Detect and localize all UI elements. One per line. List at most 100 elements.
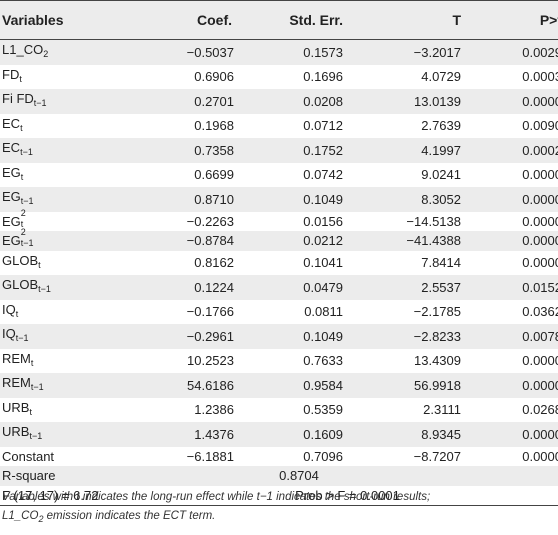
std-err-cell: 0.7096 <box>234 446 343 466</box>
variable-name: REMt−1 <box>0 373 137 398</box>
variable-subscript: t−1 <box>29 431 43 441</box>
coef-cell: 0.6699 <box>137 162 234 187</box>
p-value-cell: 0.0000 <box>461 231 558 251</box>
coef-cell: −0.8784 <box>137 231 234 251</box>
variable-name: Constant <box>0 446 137 466</box>
std-err-cell: 0.0742 <box>234 162 343 187</box>
variable-name: GLOBt−1 <box>0 275 137 300</box>
variable-name: Fi FDt−1 <box>0 89 137 114</box>
variable-name: ECt−1 <box>0 138 137 163</box>
t-stat-cell: −41.4388 <box>343 231 461 251</box>
t-stat-cell: 2.3111 <box>343 397 461 422</box>
t-stat-cell: 8.3052 <box>343 187 461 212</box>
table-body: L1_CO2−0.50370.1573−3.20170.0029FDt0.690… <box>0 39 558 506</box>
variable-base: EG <box>2 164 21 180</box>
t-stat-cell: −14.5138 <box>343 211 461 231</box>
variable-subscript: t <box>29 406 32 417</box>
std-err-cell: 0.5359 <box>234 397 343 422</box>
variable-name: ECt <box>0 113 137 138</box>
p-value-cell: 0.0362 <box>461 299 558 324</box>
variable-base: IQ <box>2 326 16 341</box>
variable-base: URB <box>2 399 30 415</box>
p-value-cell: 0.0000 <box>461 446 558 466</box>
coef-cell: −0.2263 <box>137 211 234 231</box>
variable-superscript: 2 <box>20 207 26 218</box>
p-value-cell: 0.0003 <box>461 64 558 89</box>
t-stat-cell: 4.0729 <box>343 64 461 89</box>
t-stat-cell: 2.5537 <box>343 275 461 300</box>
rsquare-label: R-square <box>0 466 137 486</box>
variable-base: URB <box>2 424 30 439</box>
t-stat-cell: 4.1997 <box>343 138 461 163</box>
f-stat-row: F (17, 17) = 6.72 Prob > F = 0.0001 <box>0 485 558 506</box>
variable-subscript: t <box>15 308 19 319</box>
rsquare-row: R-square 0.8704 <box>0 466 558 486</box>
footnote-line-1: Variables with t indicates the long-run … <box>2 491 431 503</box>
p-value-cell: 0.0000 <box>461 373 558 398</box>
variable-base: EG <box>2 233 21 248</box>
coef-cell: 1.2386 <box>137 397 234 422</box>
std-err-cell: 0.1049 <box>234 187 343 212</box>
coef-cell: −6.1881 <box>137 446 234 466</box>
t-stat-cell: −8.7207 <box>343 446 461 466</box>
std-err-cell: 0.1609 <box>234 422 343 447</box>
std-err-cell: 0.1049 <box>234 324 343 349</box>
variable-base: L1_CO <box>2 42 44 57</box>
variable-base: GLOB <box>2 252 39 268</box>
variable-base: FD <box>2 66 20 82</box>
p-value-cell: 0.0002 <box>461 138 558 163</box>
std-err-cell: 0.0156 <box>234 211 343 231</box>
t-stat-cell: 8.9345 <box>343 422 461 447</box>
coef-cell: 1.4376 <box>137 422 234 447</box>
footnote-line-2: L1_CO2 emission indicates the ECT term. <box>2 507 554 529</box>
t-stat-cell: 13.0139 <box>343 89 461 114</box>
std-err-cell: 0.1573 <box>234 39 343 65</box>
variable-base: EC <box>2 140 21 155</box>
coef-cell: −0.2961 <box>137 324 234 349</box>
variable-subscript: 2 <box>43 49 49 59</box>
variable-subscript: t <box>20 171 24 182</box>
coef-cell: −0.5037 <box>137 39 234 65</box>
variable-base: GLOB <box>2 277 39 292</box>
t-stat-cell: −3.2017 <box>343 39 461 65</box>
variable-base: Constant <box>2 448 55 464</box>
regression-table: Variables Coef. Std. Err. T P>t L1_CO2−0… <box>0 0 558 506</box>
footnote-ect-var: L1_CO <box>2 510 39 522</box>
t-stat-cell: 13.4309 <box>343 348 461 373</box>
rsquare-value: 0.8704 <box>137 466 461 486</box>
std-err-cell: 0.0811 <box>234 299 343 324</box>
coef-cell: −0.1766 <box>137 299 234 324</box>
variable-subscript: t−1 <box>15 333 29 343</box>
coef-cell: 0.8162 <box>137 250 234 275</box>
variable-subscript: t <box>20 122 23 133</box>
coef-cell: 0.7358 <box>137 138 234 163</box>
variable-name: L1_CO2 <box>0 39 137 65</box>
variable-subscript: t−1 <box>30 382 44 392</box>
variable-sup-sub: 2 t−1 <box>20 227 34 248</box>
p-value-cell: 0.0000 <box>461 89 558 114</box>
p-value-cell: 0.0000 <box>461 187 558 212</box>
variable-name: EG 2 t−1 <box>0 227 137 251</box>
variable-subscript: t−1 <box>20 238 34 248</box>
variable-base: EG <box>2 213 21 229</box>
coef-cell: 10.2523 <box>137 348 234 373</box>
p-value-cell: 0.0000 <box>461 348 558 373</box>
variable-base: IQ <box>2 301 16 317</box>
std-err-cell: 0.9584 <box>234 373 343 398</box>
variable-name: URBt−1 <box>0 422 137 447</box>
variable-subscript: t <box>19 73 22 84</box>
variable-subscript: t <box>30 357 34 368</box>
table-footnote: Variables with t indicates the long-run … <box>2 488 554 529</box>
header-coef: Coef. <box>137 0 234 40</box>
